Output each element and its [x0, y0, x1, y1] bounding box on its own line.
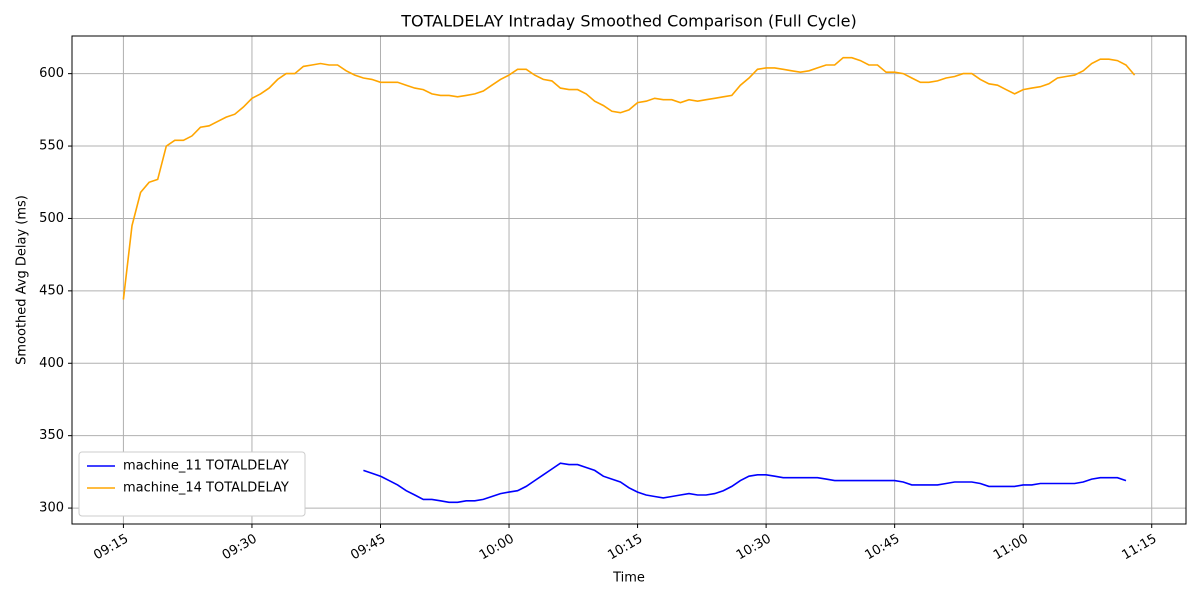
y-tick-label: 300 [39, 501, 64, 516]
plot-frame [71, 35, 1187, 525]
legend-box [78, 451, 306, 517]
y-tick-label: 550 [39, 139, 64, 154]
series-line [363, 462, 1127, 504]
y-tick-label: 500 [39, 211, 64, 226]
series-line [122, 56, 1136, 300]
y-tick-label: 400 [39, 356, 64, 371]
legend-label: machine_14 TOTALDELAY [123, 481, 289, 496]
y-tick-label: 450 [39, 283, 64, 298]
chart-title: TOTALDELAY Intraday Smoothed Comparison … [400, 12, 856, 31]
y-tick-label: 600 [39, 66, 64, 81]
legend-label: machine_11 TOTALDELAY [123, 459, 289, 474]
y-axis-label: Smoothed Avg Delay (ms) [15, 195, 30, 365]
x-axis-label: Time [612, 571, 645, 586]
y-tick-label: 350 [39, 428, 64, 443]
